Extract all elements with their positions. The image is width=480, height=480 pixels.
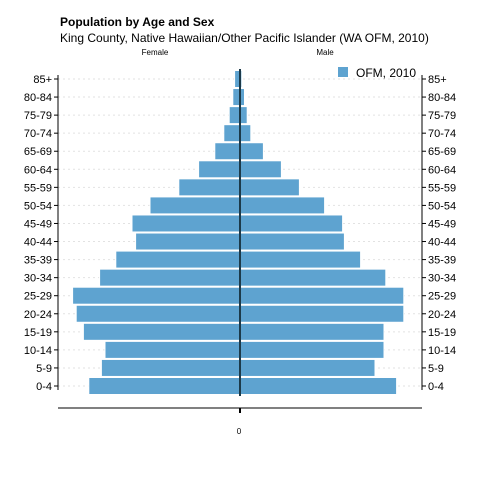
right-label-10-14: 10-14 [428, 345, 456, 357]
bar-male-25-29 [239, 286, 405, 305]
left-label-15-19: 15-19 [24, 327, 52, 339]
bar-female-15-19 [82, 322, 241, 341]
chart-subtitle: King County, Native Hawaiian/Other Pacif… [60, 31, 429, 45]
bar-female-35-39 [115, 250, 241, 269]
right-label-85+: 85+ [428, 74, 447, 86]
bar-female-30-34 [99, 268, 241, 287]
left-label-60-64: 60-64 [24, 164, 52, 176]
left-label-20-24: 20-24 [24, 309, 52, 321]
right-label-80-84: 80-84 [428, 92, 456, 104]
bar-female-60-64 [198, 160, 241, 179]
left-label-65-69: 65-69 [24, 146, 52, 158]
right-label-65-69: 65-69 [428, 146, 456, 158]
right-label-0-4: 0-4 [428, 381, 444, 393]
left-label-30-34: 30-34 [24, 273, 52, 285]
left-label-35-39: 35-39 [24, 255, 52, 267]
left-label-55-59: 55-59 [24, 182, 52, 194]
bar-male-65-69 [239, 142, 264, 161]
bar-male-55-59 [239, 178, 300, 197]
left-label-85+: 85+ [33, 74, 52, 86]
age-group-labels: 0-4 0-4 5-9 5-9 10-14 10-14 15-19 15-19 20-24 20-… [24, 74, 456, 393]
legend-swatch [338, 67, 348, 77]
bar-male-5-9 [239, 358, 376, 377]
male-side-label: Male [316, 48, 334, 57]
bar-female-75-79 [228, 106, 241, 125]
left-label-50-54: 50-54 [24, 200, 52, 212]
left-label-70-74: 70-74 [24, 128, 52, 140]
axes [54, 69, 426, 413]
right-label-5-9: 5-9 [428, 363, 444, 375]
bar-male-75-79 [239, 106, 248, 125]
bar-male-60-64 [239, 160, 282, 179]
bar-female-5-9 [100, 358, 241, 377]
bar-female-25-29 [72, 286, 241, 305]
bar-male-35-39 [239, 250, 362, 269]
right-label-25-29: 25-29 [428, 291, 456, 303]
bar-female-65-69 [214, 142, 241, 161]
left-label-45-49: 45-49 [24, 218, 52, 230]
right-label-40-44: 40-44 [428, 237, 456, 249]
right-label-15-19: 15-19 [428, 327, 456, 339]
bar-male-10-14 [239, 340, 385, 359]
right-label-45-49: 45-49 [428, 218, 456, 230]
bar-male-30-34 [239, 268, 387, 287]
right-label-70-74: 70-74 [428, 128, 456, 140]
legend: OFM, 2010 [338, 66, 416, 80]
bar-male-70-74 [239, 124, 252, 143]
bar-male-20-24 [239, 304, 405, 323]
bar-male-15-19 [239, 322, 385, 341]
right-label-60-64: 60-64 [428, 164, 456, 176]
bar-female-45-49 [131, 214, 241, 233]
right-label-35-39: 35-39 [428, 255, 456, 267]
female-side-label: Female [142, 48, 169, 57]
right-label-50-54: 50-54 [428, 200, 456, 212]
legend-entry: OFM, 2010 [356, 66, 416, 80]
left-label-40-44: 40-44 [24, 237, 52, 249]
left-label-5-9: 5-9 [36, 363, 52, 375]
chart-title: Population by Age and Sex [60, 15, 215, 29]
bar-female-10-14 [104, 340, 241, 359]
bar-female-0-4 [88, 377, 241, 395]
x-tick-label-0: 0 [237, 427, 242, 436]
bars [72, 70, 405, 395]
bar-male-45-49 [239, 214, 344, 233]
bar-male-40-44 [239, 232, 345, 251]
left-label-25-29: 25-29 [24, 291, 52, 303]
bar-female-20-24 [75, 304, 241, 323]
bar-female-55-59 [178, 178, 241, 197]
right-label-30-34: 30-34 [428, 273, 456, 285]
left-label-75-79: 75-79 [24, 110, 52, 122]
bar-female-50-54 [149, 196, 241, 215]
bar-female-80-84 [232, 88, 241, 107]
right-label-55-59: 55-59 [428, 182, 456, 194]
bar-female-40-44 [135, 232, 241, 251]
bar-male-0-4 [239, 377, 398, 395]
left-label-10-14: 10-14 [24, 345, 52, 357]
right-label-20-24: 20-24 [428, 309, 456, 321]
bar-female-70-74 [223, 124, 241, 143]
left-label-80-84: 80-84 [24, 92, 52, 104]
right-label-75-79: 75-79 [428, 110, 456, 122]
bar-male-50-54 [239, 196, 326, 215]
left-label-0-4: 0-4 [36, 381, 52, 393]
x-tick-labels: 0 [237, 427, 242, 436]
